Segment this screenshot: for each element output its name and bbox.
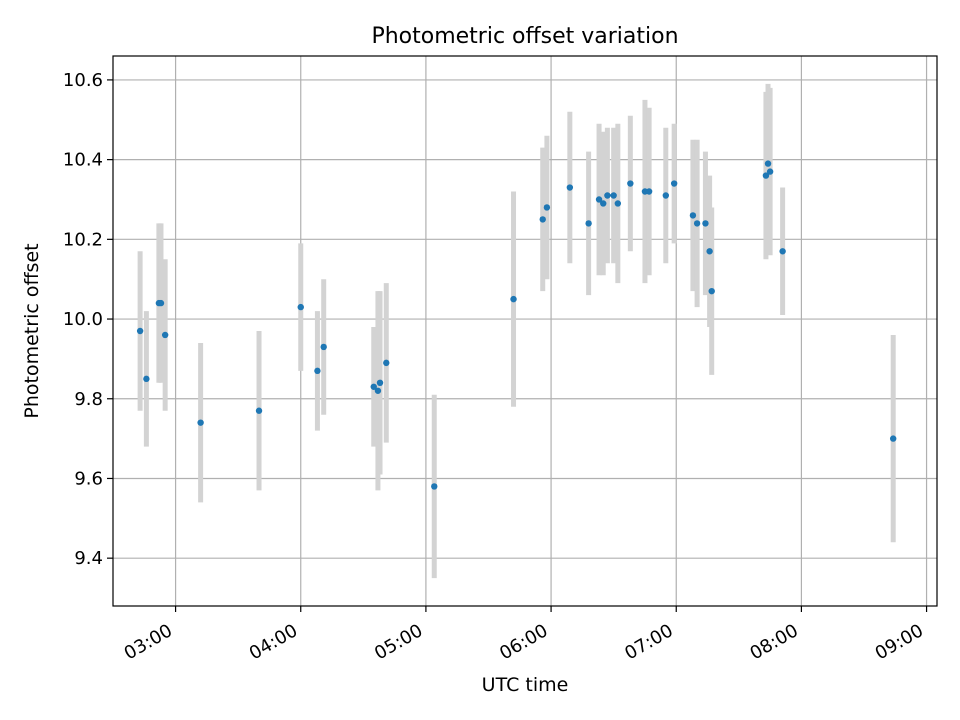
y-tick-label: 10.2 (63, 229, 103, 250)
chart-title: Photometric offset variation (371, 24, 678, 49)
data-point (604, 192, 611, 199)
data-point (297, 303, 304, 311)
data-point (383, 359, 390, 367)
data-point (510, 295, 517, 303)
y-tick-label: 10.6 (63, 70, 103, 91)
data-point (320, 343, 327, 351)
data-point (431, 483, 438, 490)
data-point (610, 192, 617, 199)
data-point (585, 220, 592, 227)
x-tick-label: 06:00 (496, 620, 551, 664)
y-tick-label: 10.0 (63, 309, 103, 330)
data-point (764, 160, 772, 167)
data-point (161, 331, 169, 339)
data-point (708, 287, 715, 295)
x-tick-label: 08:00 (746, 620, 801, 664)
data-point (702, 220, 709, 227)
x-tick-label: 03:00 (121, 620, 176, 664)
data-point (374, 387, 382, 394)
y-axis-title: Photometric offset (21, 243, 43, 418)
data-point (779, 248, 786, 255)
x-tick-label: 05:00 (371, 620, 426, 664)
data-point (693, 220, 701, 227)
data-point (627, 180, 634, 187)
x-tick-label: 09:00 (872, 620, 927, 664)
data-point (136, 327, 144, 335)
y-tick-label: 9.8 (74, 389, 103, 410)
data-point (566, 184, 574, 191)
data-point (662, 192, 670, 199)
data-point (706, 248, 713, 255)
data-point (539, 216, 546, 223)
data-point (595, 196, 603, 203)
data-point (600, 200, 607, 207)
data-point (689, 212, 697, 219)
y-tick-label: 9.6 (74, 468, 103, 489)
data-point (766, 168, 774, 175)
data-point (255, 407, 263, 414)
x-axis-title: UTC time (482, 674, 569, 696)
data-point (614, 200, 622, 207)
x-tick-label: 07:00 (621, 620, 676, 664)
data-point (889, 435, 897, 442)
marker-layer (136, 160, 897, 490)
y-tick-label: 10.4 (63, 150, 103, 171)
data-point (314, 367, 321, 375)
data-point (197, 419, 204, 426)
data-point (762, 172, 770, 179)
grid-layer (113, 56, 937, 606)
data-point (645, 188, 653, 195)
data-point (370, 383, 377, 390)
data-point (543, 204, 551, 211)
y-tick-label: 9.4 (74, 548, 103, 569)
data-point (157, 299, 165, 307)
data-point (143, 375, 150, 383)
data-point (670, 180, 678, 187)
x-tick-label: 04:00 (246, 620, 301, 664)
plot-frame (112, 55, 938, 607)
errorbar-layer (137, 83, 896, 579)
data-point (376, 379, 384, 387)
